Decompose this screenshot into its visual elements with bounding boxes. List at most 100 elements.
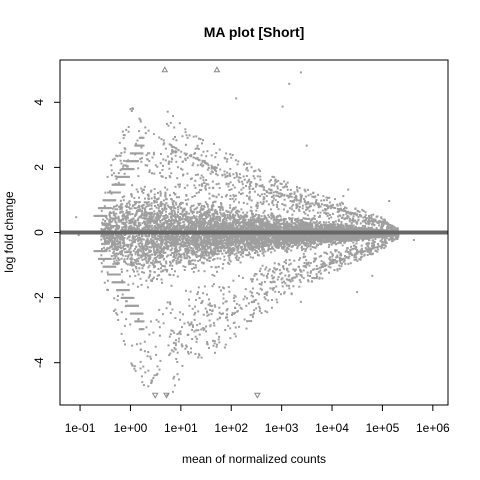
data-point: [173, 215, 176, 218]
data-point: [187, 321, 190, 324]
data-point: [187, 223, 190, 226]
data-point: [299, 268, 301, 271]
data-point: [180, 213, 183, 216]
data-point: [126, 212, 129, 215]
data-point: [257, 215, 260, 218]
data-point: [148, 152, 151, 155]
data-point: [157, 191, 159, 194]
data-point: [134, 274, 137, 277]
data-point: [219, 216, 222, 219]
data-point: [249, 256, 252, 259]
data-point: [324, 223, 327, 226]
data-point: [180, 167, 182, 170]
data-point: [337, 251, 340, 254]
data-point: [218, 237, 221, 240]
data-point: [112, 250, 115, 253]
data-point: [135, 235, 138, 237]
data-point: [220, 237, 223, 240]
data-point: [272, 204, 275, 207]
data-point: [366, 244, 369, 247]
data-point: [354, 235, 357, 238]
data-point: [205, 221, 208, 224]
data-point: [191, 249, 194, 252]
data-point: [138, 238, 141, 241]
data-point: [109, 216, 112, 219]
data-point: [264, 244, 267, 247]
data-point: [238, 191, 241, 194]
data-point: [142, 384, 145, 387]
data-point: [173, 245, 176, 248]
data-point: [268, 216, 271, 219]
data-point: [151, 220, 154, 223]
data-point: [255, 209, 258, 212]
data-point: [134, 239, 136, 242]
data-point: [314, 246, 317, 249]
data-point: [373, 240, 376, 243]
data-point: [117, 253, 119, 256]
data-point: [146, 164, 149, 167]
data-point: [204, 220, 206, 223]
data-point: [174, 240, 177, 243]
data-point: [164, 236, 167, 239]
data-point: [215, 170, 218, 173]
data-point: [265, 195, 268, 197]
data-point: [286, 211, 289, 214]
data-point: [191, 307, 194, 310]
data-point: [214, 217, 217, 220]
data-point: [156, 254, 159, 257]
data-point: [345, 223, 348, 226]
data-point: [171, 203, 174, 205]
data-point: [267, 272, 269, 275]
data-point: [157, 245, 160, 248]
data-point: [156, 365, 159, 368]
data-point: [224, 300, 227, 303]
data-point: [350, 248, 353, 251]
data-point: [284, 274, 287, 277]
data-point: [171, 149, 174, 151]
data-point: [292, 203, 295, 206]
data-point: [191, 212, 194, 215]
data-point: [207, 236, 210, 239]
data-point: [165, 307, 168, 310]
data-point: [244, 221, 246, 224]
data-point: [319, 211, 322, 214]
data-point: [307, 261, 310, 264]
data-point: [188, 212, 191, 215]
data-point: [164, 176, 167, 179]
data-point: [147, 195, 150, 198]
data-point: [115, 212, 118, 215]
data-point: [124, 205, 127, 208]
data-point: [137, 273, 140, 276]
data-point: [170, 210, 173, 213]
data-point: [224, 195, 227, 198]
data-point: [182, 265, 185, 268]
data-point: [162, 164, 164, 167]
data-point: [282, 268, 285, 270]
data-point: [209, 221, 212, 224]
data-point: [159, 216, 162, 219]
data-point: [289, 262, 292, 265]
data-point: [119, 169, 122, 172]
data-point: [298, 208, 300, 211]
data-point: [119, 211, 122, 214]
data-point: [180, 253, 183, 256]
data-point: [179, 227, 182, 230]
data-point: [280, 271, 283, 274]
data-point: [222, 286, 224, 289]
data-point: [208, 260, 211, 262]
data-point: [134, 213, 137, 216]
data-point: [179, 261, 182, 264]
data-point: [189, 208, 192, 211]
data-point: [244, 288, 247, 291]
data-point: [186, 334, 189, 336]
data-point: [150, 207, 153, 210]
data-point: [251, 246, 254, 249]
data-point: [229, 194, 232, 197]
data-point: [203, 270, 206, 273]
data-point: [181, 240, 184, 243]
data-point: [136, 285, 139, 288]
data-point: [181, 201, 184, 204]
data-point: [164, 194, 167, 197]
data-point: [220, 222, 223, 225]
data-point: [119, 159, 122, 162]
